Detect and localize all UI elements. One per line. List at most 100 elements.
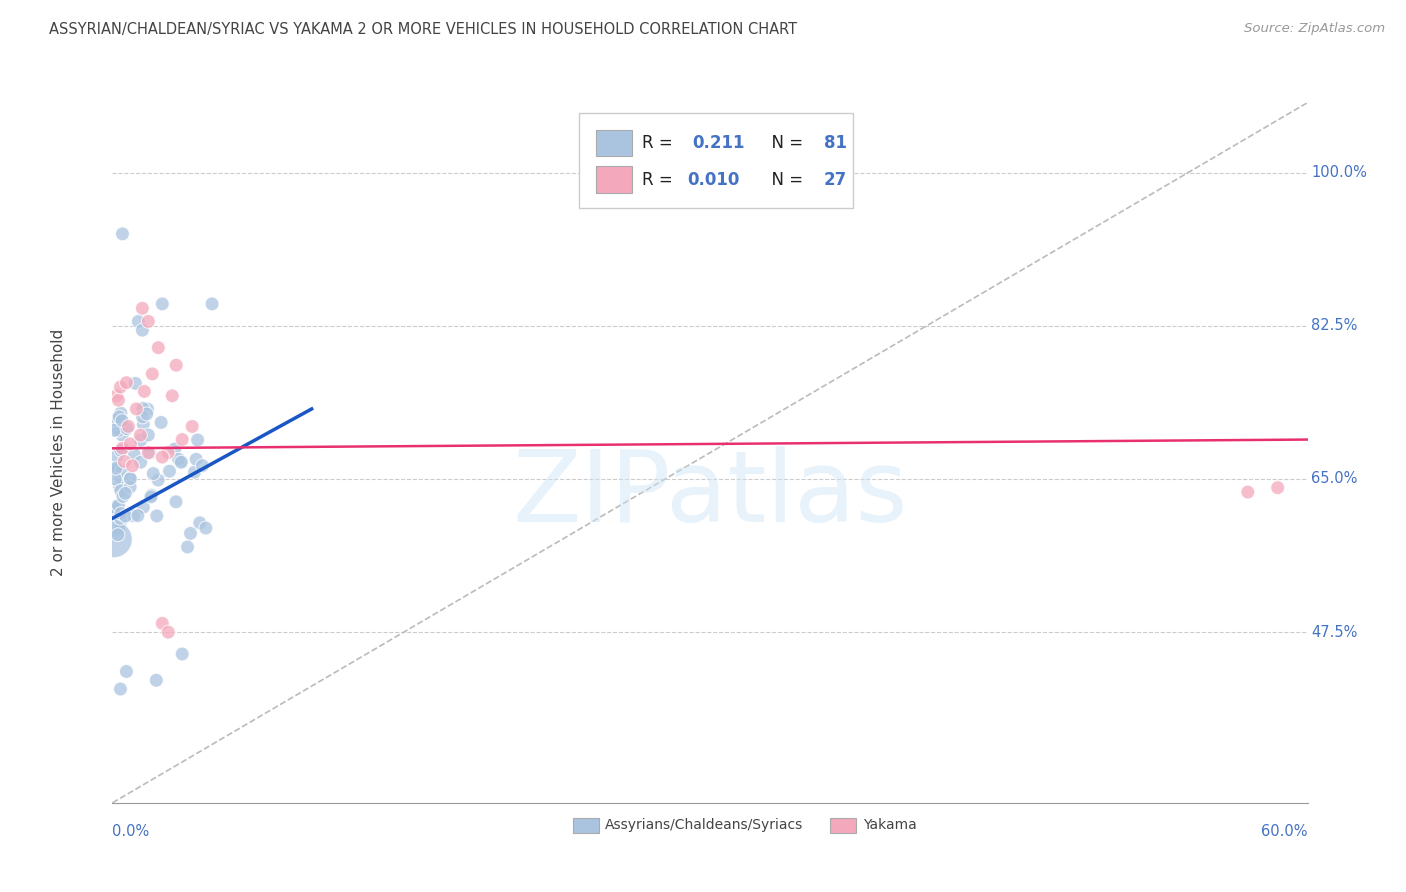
Point xyxy=(183,465,205,479)
Point xyxy=(159,464,181,478)
Point xyxy=(114,509,136,524)
Point xyxy=(129,455,152,469)
Point xyxy=(111,442,134,456)
Point xyxy=(162,389,183,403)
Point xyxy=(110,681,132,696)
Point xyxy=(150,416,173,430)
Point xyxy=(138,446,160,460)
Point xyxy=(127,508,149,523)
Point xyxy=(170,455,193,469)
Text: 81: 81 xyxy=(824,134,846,153)
Point xyxy=(146,508,169,523)
Point xyxy=(120,480,142,494)
Point xyxy=(103,460,125,475)
Point xyxy=(110,511,132,525)
Text: R =: R = xyxy=(643,134,678,153)
Point xyxy=(110,483,132,498)
Point xyxy=(179,526,201,541)
Point xyxy=(169,454,191,468)
Point xyxy=(145,673,167,688)
Point xyxy=(135,407,157,421)
Point xyxy=(110,406,132,420)
Point xyxy=(131,409,153,424)
Point xyxy=(103,505,125,519)
Point xyxy=(136,428,159,442)
Point xyxy=(187,433,209,447)
Point xyxy=(141,488,163,502)
Point xyxy=(1267,481,1289,495)
Point xyxy=(134,384,156,399)
Point xyxy=(138,314,160,328)
Point xyxy=(110,470,132,484)
Point xyxy=(122,508,145,523)
Point xyxy=(141,367,163,381)
Point xyxy=(105,461,128,475)
Point xyxy=(111,428,134,442)
Point xyxy=(150,616,173,631)
Text: N =: N = xyxy=(762,134,808,153)
Point xyxy=(108,479,131,493)
Point xyxy=(157,625,180,640)
Point xyxy=(105,389,128,403)
Point xyxy=(181,419,204,434)
Point xyxy=(107,499,129,513)
Text: Source: ZipAtlas.com: Source: ZipAtlas.com xyxy=(1244,22,1385,36)
Point xyxy=(132,401,155,416)
Point xyxy=(118,472,141,486)
Point xyxy=(172,433,194,447)
Point xyxy=(188,516,211,530)
Point xyxy=(121,458,143,473)
Point xyxy=(148,341,170,355)
Point xyxy=(105,462,128,476)
Point xyxy=(107,520,129,534)
Point xyxy=(111,414,134,428)
Point xyxy=(150,297,173,311)
Point xyxy=(105,502,128,516)
Point xyxy=(108,409,131,424)
Text: Assyrians/Chaldeans/Syriacs: Assyrians/Chaldeans/Syriacs xyxy=(605,818,803,832)
Point xyxy=(115,665,138,679)
Point xyxy=(1237,485,1260,500)
Point xyxy=(120,437,142,451)
Point xyxy=(103,500,125,514)
Text: R =: R = xyxy=(643,170,678,188)
Point xyxy=(132,417,155,432)
Point xyxy=(191,458,214,473)
Text: 47.5%: 47.5% xyxy=(1312,624,1358,640)
Point xyxy=(129,428,152,442)
Point xyxy=(142,467,165,481)
Point xyxy=(105,449,128,463)
Point xyxy=(107,393,129,408)
Point xyxy=(138,446,160,460)
Point xyxy=(157,446,180,460)
Point xyxy=(107,527,129,541)
Point xyxy=(120,472,142,486)
Point xyxy=(148,473,170,487)
FancyBboxPatch shape xyxy=(572,817,599,833)
Point xyxy=(165,495,187,509)
Point xyxy=(201,297,224,311)
Text: 0.0%: 0.0% xyxy=(112,824,149,838)
Point xyxy=(136,402,159,417)
Point xyxy=(104,413,127,427)
Point xyxy=(111,464,134,478)
Point xyxy=(111,490,134,504)
Point xyxy=(172,647,194,661)
Point xyxy=(150,450,173,464)
Text: 27: 27 xyxy=(824,170,846,188)
Point xyxy=(114,486,136,500)
Point xyxy=(110,443,132,458)
FancyBboxPatch shape xyxy=(596,166,633,193)
FancyBboxPatch shape xyxy=(579,113,853,208)
Point xyxy=(117,419,139,434)
Text: ASSYRIAN/CHALDEAN/SYRIAC VS YAKAMA 2 OR MORE VEHICLES IN HOUSEHOLD CORRELATION C: ASSYRIAN/CHALDEAN/SYRIAC VS YAKAMA 2 OR … xyxy=(49,22,797,37)
Point xyxy=(122,448,145,462)
Text: 0.211: 0.211 xyxy=(692,134,745,153)
Text: 65.0%: 65.0% xyxy=(1312,472,1358,486)
Text: N =: N = xyxy=(762,170,808,188)
Text: Yakama: Yakama xyxy=(863,818,917,832)
Point xyxy=(110,514,132,528)
Text: 100.0%: 100.0% xyxy=(1312,165,1367,180)
Text: 82.5%: 82.5% xyxy=(1312,318,1358,334)
Point xyxy=(103,533,125,547)
